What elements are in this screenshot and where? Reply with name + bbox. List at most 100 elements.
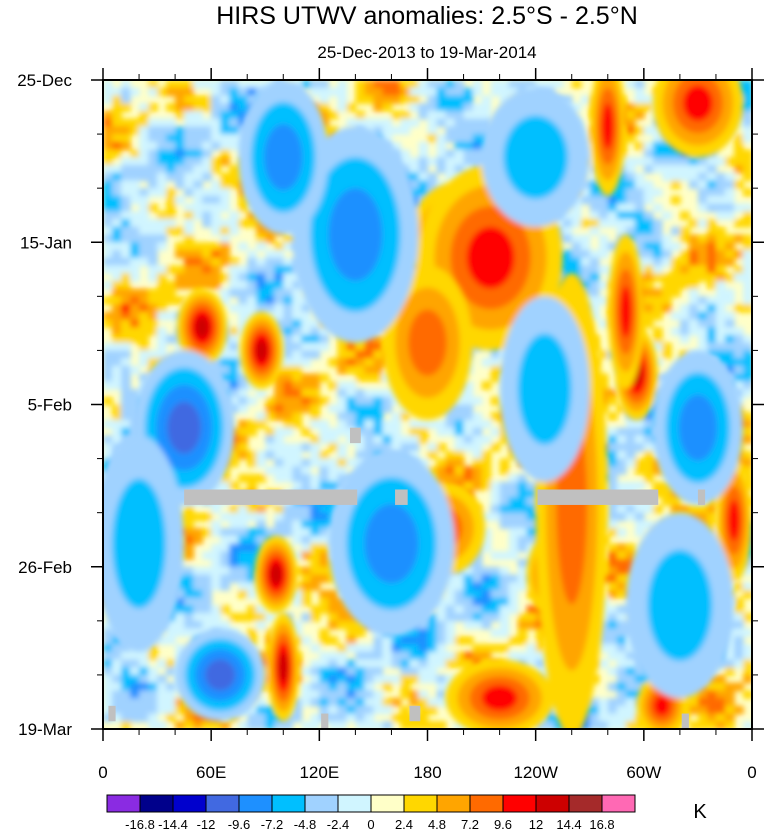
field-cell bbox=[184, 188, 194, 197]
field-cell bbox=[661, 497, 672, 506]
field-cell bbox=[454, 404, 465, 414]
field-cell bbox=[409, 427, 420, 437]
field-cell bbox=[463, 396, 474, 406]
field-cell bbox=[706, 257, 717, 267]
field-cell bbox=[139, 157, 149, 166]
field-cell bbox=[742, 219, 752, 228]
field-cell bbox=[112, 667, 122, 676]
field-cell bbox=[616, 574, 627, 584]
field-cell bbox=[103, 172, 113, 182]
field-cell bbox=[229, 257, 239, 267]
field-cell bbox=[445, 110, 456, 120]
field-cell bbox=[103, 126, 113, 135]
field-cell bbox=[229, 520, 239, 529]
field-cell bbox=[706, 164, 717, 174]
field-cell bbox=[193, 605, 203, 614]
missing-data-layer bbox=[108, 427, 706, 729]
field-cell bbox=[103, 195, 113, 205]
field-cell bbox=[103, 95, 113, 104]
field-cell bbox=[733, 149, 744, 159]
field-cell bbox=[337, 659, 348, 668]
field-cell bbox=[553, 80, 564, 89]
field-cell bbox=[319, 481, 330, 491]
field-cell bbox=[292, 466, 303, 475]
field-cell bbox=[112, 690, 122, 699]
field-cell bbox=[616, 427, 627, 437]
field-cell bbox=[211, 543, 221, 553]
field-cell bbox=[103, 682, 113, 692]
field-cell bbox=[229, 273, 239, 282]
field-cell bbox=[256, 520, 267, 529]
field-cell bbox=[742, 358, 752, 367]
field-cell bbox=[616, 512, 627, 522]
field-cell bbox=[184, 620, 194, 630]
field-cell bbox=[319, 110, 330, 120]
field-cell bbox=[346, 350, 357, 359]
field-cell bbox=[697, 342, 708, 352]
field-cell bbox=[220, 481, 230, 491]
field-cell bbox=[283, 528, 294, 537]
field-cell bbox=[301, 373, 312, 383]
field-cell bbox=[283, 419, 294, 429]
field-cell bbox=[436, 674, 447, 684]
field-cell bbox=[463, 381, 474, 390]
field-cell bbox=[508, 528, 519, 537]
field-cell bbox=[382, 373, 393, 383]
field-cell bbox=[733, 180, 744, 189]
field-cell bbox=[526, 512, 537, 522]
field-cell bbox=[517, 628, 528, 638]
field-cell bbox=[481, 474, 492, 483]
field-cell bbox=[139, 311, 149, 321]
field-cell bbox=[139, 110, 149, 120]
field-cell bbox=[571, 249, 582, 259]
field-cell bbox=[706, 249, 717, 259]
field-cell bbox=[274, 458, 285, 468]
field-cell bbox=[265, 613, 276, 622]
field-cell bbox=[634, 458, 645, 468]
field-cell bbox=[184, 265, 194, 274]
field-cell bbox=[346, 613, 357, 622]
field-cell bbox=[193, 157, 203, 166]
field-cell bbox=[229, 504, 239, 514]
field-cell bbox=[499, 644, 510, 653]
field-cell bbox=[364, 87, 375, 97]
field-cell bbox=[463, 412, 474, 421]
field-cell bbox=[238, 535, 249, 545]
field-cell bbox=[148, 304, 158, 313]
field-cell bbox=[130, 265, 140, 274]
field-cell bbox=[625, 435, 636, 444]
field-cell bbox=[184, 95, 194, 104]
field-cell bbox=[265, 412, 276, 421]
field-cell bbox=[481, 613, 492, 622]
field-cell bbox=[373, 365, 384, 375]
field-cell bbox=[472, 605, 483, 614]
field-cell bbox=[301, 698, 312, 707]
field-cell bbox=[292, 582, 303, 591]
field-cell bbox=[436, 682, 447, 692]
field-cell bbox=[688, 280, 699, 290]
missing-data-segment bbox=[537, 489, 659, 505]
field-cell bbox=[112, 373, 122, 383]
missing-data-segment bbox=[349, 427, 361, 444]
field-cell bbox=[382, 118, 393, 128]
field-cell bbox=[130, 118, 140, 128]
field-cell bbox=[337, 474, 348, 483]
field-cell bbox=[742, 188, 752, 197]
field-cell bbox=[679, 164, 690, 174]
field-cell bbox=[121, 304, 131, 313]
field-cell bbox=[400, 435, 411, 444]
field-cell bbox=[328, 443, 339, 452]
field-cell bbox=[274, 288, 285, 298]
field-cell bbox=[463, 157, 474, 166]
field-cell bbox=[418, 705, 429, 715]
field-cell bbox=[175, 597, 185, 607]
field-cell bbox=[256, 620, 267, 630]
field-cell bbox=[229, 535, 239, 545]
field-cell bbox=[625, 164, 636, 174]
field-cell bbox=[643, 466, 654, 475]
field-cell bbox=[157, 149, 167, 159]
field-cell bbox=[265, 249, 276, 259]
field-cell bbox=[373, 644, 384, 653]
field-cell bbox=[427, 157, 438, 166]
field-cell bbox=[643, 311, 654, 321]
